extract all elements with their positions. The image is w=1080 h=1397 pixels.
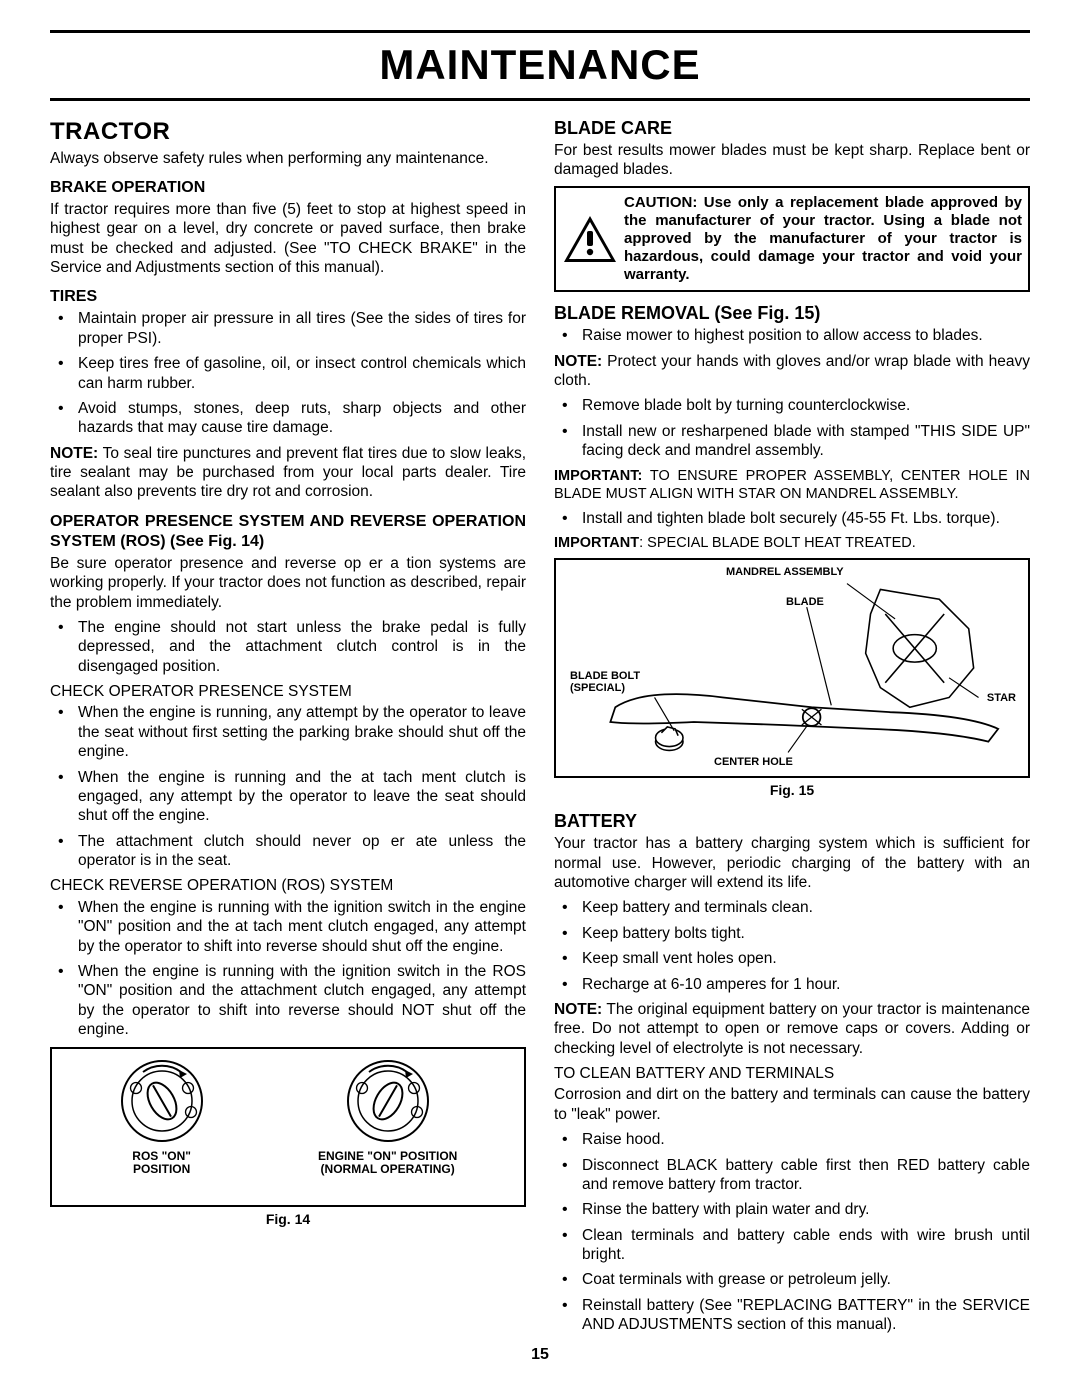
important-text: : SPECIAL BLADE BOLT HEAT TREATED. [639,535,916,551]
heading-clean-battery: TO CLEAN BATTERY AND TERMINALS [554,1064,1030,1083]
heading-tires: TIRES [50,287,526,307]
label-blade: BLADE [786,596,824,608]
note-label: NOTE: [554,353,602,370]
battery-note: NOTE: The original equipment battery on … [554,1000,1030,1058]
ops-item: When the engine is running, any attempt … [50,703,526,761]
ros-list: When the engine is running with the igni… [50,898,526,1040]
important-label: IMPORTANT: [554,468,642,484]
note-label: NOTE: [50,445,98,462]
engine-position-label: ENGINE "ON" POSITION (NORMAL OPERATING) [318,1150,457,1178]
removal-item: Install new or resharpened blade with st… [554,422,1030,461]
ops-item: The attachment clutch should never op er… [50,832,526,871]
battery-item: Keep battery and terminals clean. [554,898,1030,917]
note-text: To seal tire punctures and prevent flat … [50,445,526,501]
heading-check-ros: CHECK REVERSE OPERATION (ROS) SYSTEM [50,876,526,895]
figure-15-box: MANDREL ASSEMBLY BLADE BLADE BOLT (SPECI… [554,558,1030,778]
page-title-wrap: MAINTENANCE [50,30,1030,101]
note-text: Protect your hands with gloves and/or wr… [554,353,1030,389]
heading-ops: OPERATOR PRESENCE SYSTEM AND REVERSE OPE… [50,512,526,552]
two-column-layout: TRACTOR Always observe safety rules when… [50,113,1030,1341]
battery-intro: Your tractor has a battery charging syst… [554,834,1030,892]
clean-item: Clean terminals and battery cable ends w… [554,1226,1030,1265]
clean-item: Reinstall battery (See "REPLACING BATTER… [554,1296,1030,1335]
clean-item: Raise hood. [554,1130,1030,1149]
removal-item: Remove blade bolt by turning countercloc… [554,396,1030,415]
important-label: IMPORTANT [554,535,639,551]
removal-list-1: Raise mower to highest position to allow… [554,326,1030,345]
clean-item: Coat terminals with grease or petroleum … [554,1270,1030,1289]
important-2: IMPORTANT: SPECIAL BLADE BOLT HEAT TREAT… [554,534,1030,552]
removal-list-3: Install and tighten blade bolt securely … [554,509,1030,528]
label-blade-bolt: BLADE BOLT (SPECIAL) [570,670,640,694]
heading-blade-care: BLADE CARE [554,117,1030,140]
clean-item: Rinse the battery with plain water and d… [554,1200,1030,1219]
tires-item: Avoid stumps, stones, deep ruts, sharp o… [50,399,526,438]
ops-item: The engine should not start unless the b… [50,618,526,676]
removal-note: NOTE: Protect your hands with gloves and… [554,352,1030,391]
left-column: TRACTOR Always observe safety rules when… [50,113,526,1341]
ops-list-1: The engine should not start unless the b… [50,618,526,676]
ops-list-2: When the engine is running, any attempt … [50,703,526,870]
clean-list: Raise hood. Disconnect BLACK battery cab… [554,1130,1030,1334]
tires-note: NOTE: To seal tire punctures and prevent… [50,444,526,502]
right-column: BLADE CARE For best results mower blades… [554,113,1030,1341]
page-title: MAINTENANCE [50,39,1030,92]
heading-battery: BATTERY [554,810,1030,833]
label-mandrel: MANDREL ASSEMBLY [726,566,844,578]
fig-14-caption: Fig. 14 [50,1211,526,1229]
fig-15-caption: Fig. 15 [554,782,1030,800]
caution-text: CAUTION: Use only a replacement blade ap… [624,188,1028,290]
figure-14-box: ROS "ON" POSITION ENGINE "ON" POSITION (… [50,1047,526,1207]
removal-list-2: Remove blade bolt by turning countercloc… [554,396,1030,460]
removal-item: Install and tighten blade bolt securely … [554,509,1030,528]
blade-care-intro: For best results mower blades must be ke… [554,141,1030,180]
ops-item: When the engine is running and the at ta… [50,768,526,826]
important-1: IMPORTANT: TO ENSURE PROPER ASSEMBLY, CE… [554,467,1030,503]
ros-position-diagram: ROS "ON" POSITION [119,1058,205,1178]
ros-item: When the engine is running with the igni… [50,962,526,1040]
heading-tractor: TRACTOR [50,117,526,147]
label-center-hole: CENTER HOLE [714,756,793,768]
battery-item: Recharge at 6-10 amperes for 1 hour. [554,975,1030,994]
label-star: STAR [987,692,1016,704]
clean-intro: Corrosion and dirt on the battery and te… [554,1085,1030,1124]
page-number: 15 [50,1345,1030,1365]
ignition-engine-icon [345,1058,431,1144]
removal-item: Raise mower to highest position to allow… [554,326,1030,345]
heading-brake: BRAKE OPERATION [50,178,526,198]
tractor-intro: Always observe safety rules when perform… [50,149,526,168]
tires-list: Maintain proper air pressure in all tire… [50,309,526,437]
ignition-ros-icon [119,1058,205,1144]
brake-paragraph: If tractor requires more than five (5) f… [50,200,526,278]
caution-box: CAUTION: Use only a replacement blade ap… [554,186,1030,292]
heading-check-ops: CHECK OPERATOR PRESENCE SYSTEM [50,682,526,701]
ops-intro: Be sure operator presence and reverse op… [50,554,526,612]
warning-triangle-icon [562,214,618,264]
battery-list: Keep battery and terminals clean. Keep b… [554,898,1030,994]
blade-diagram-icon [556,560,1028,776]
clean-item: Disconnect BLACK battery cable first the… [554,1156,1030,1195]
ros-position-label: ROS "ON" POSITION [132,1150,191,1178]
note-label: NOTE: [554,1001,602,1018]
battery-item: Keep battery bolts tight. [554,924,1030,943]
ros-item: When the engine is running with the igni… [50,898,526,956]
caution-icon-cell [556,188,624,290]
heading-blade-removal: BLADE REMOVAL (See Fig. 15) [554,302,1030,325]
battery-item: Keep small vent holes open. [554,949,1030,968]
engine-position-diagram: ENGINE "ON" POSITION (NORMAL OPERATING) [318,1058,457,1178]
note-text: The original equipment battery on your t… [554,1001,1030,1057]
tires-item: Keep tires free of gasoline, oil, or ins… [50,354,526,393]
tires-item: Maintain proper air pressure in all tire… [50,309,526,348]
